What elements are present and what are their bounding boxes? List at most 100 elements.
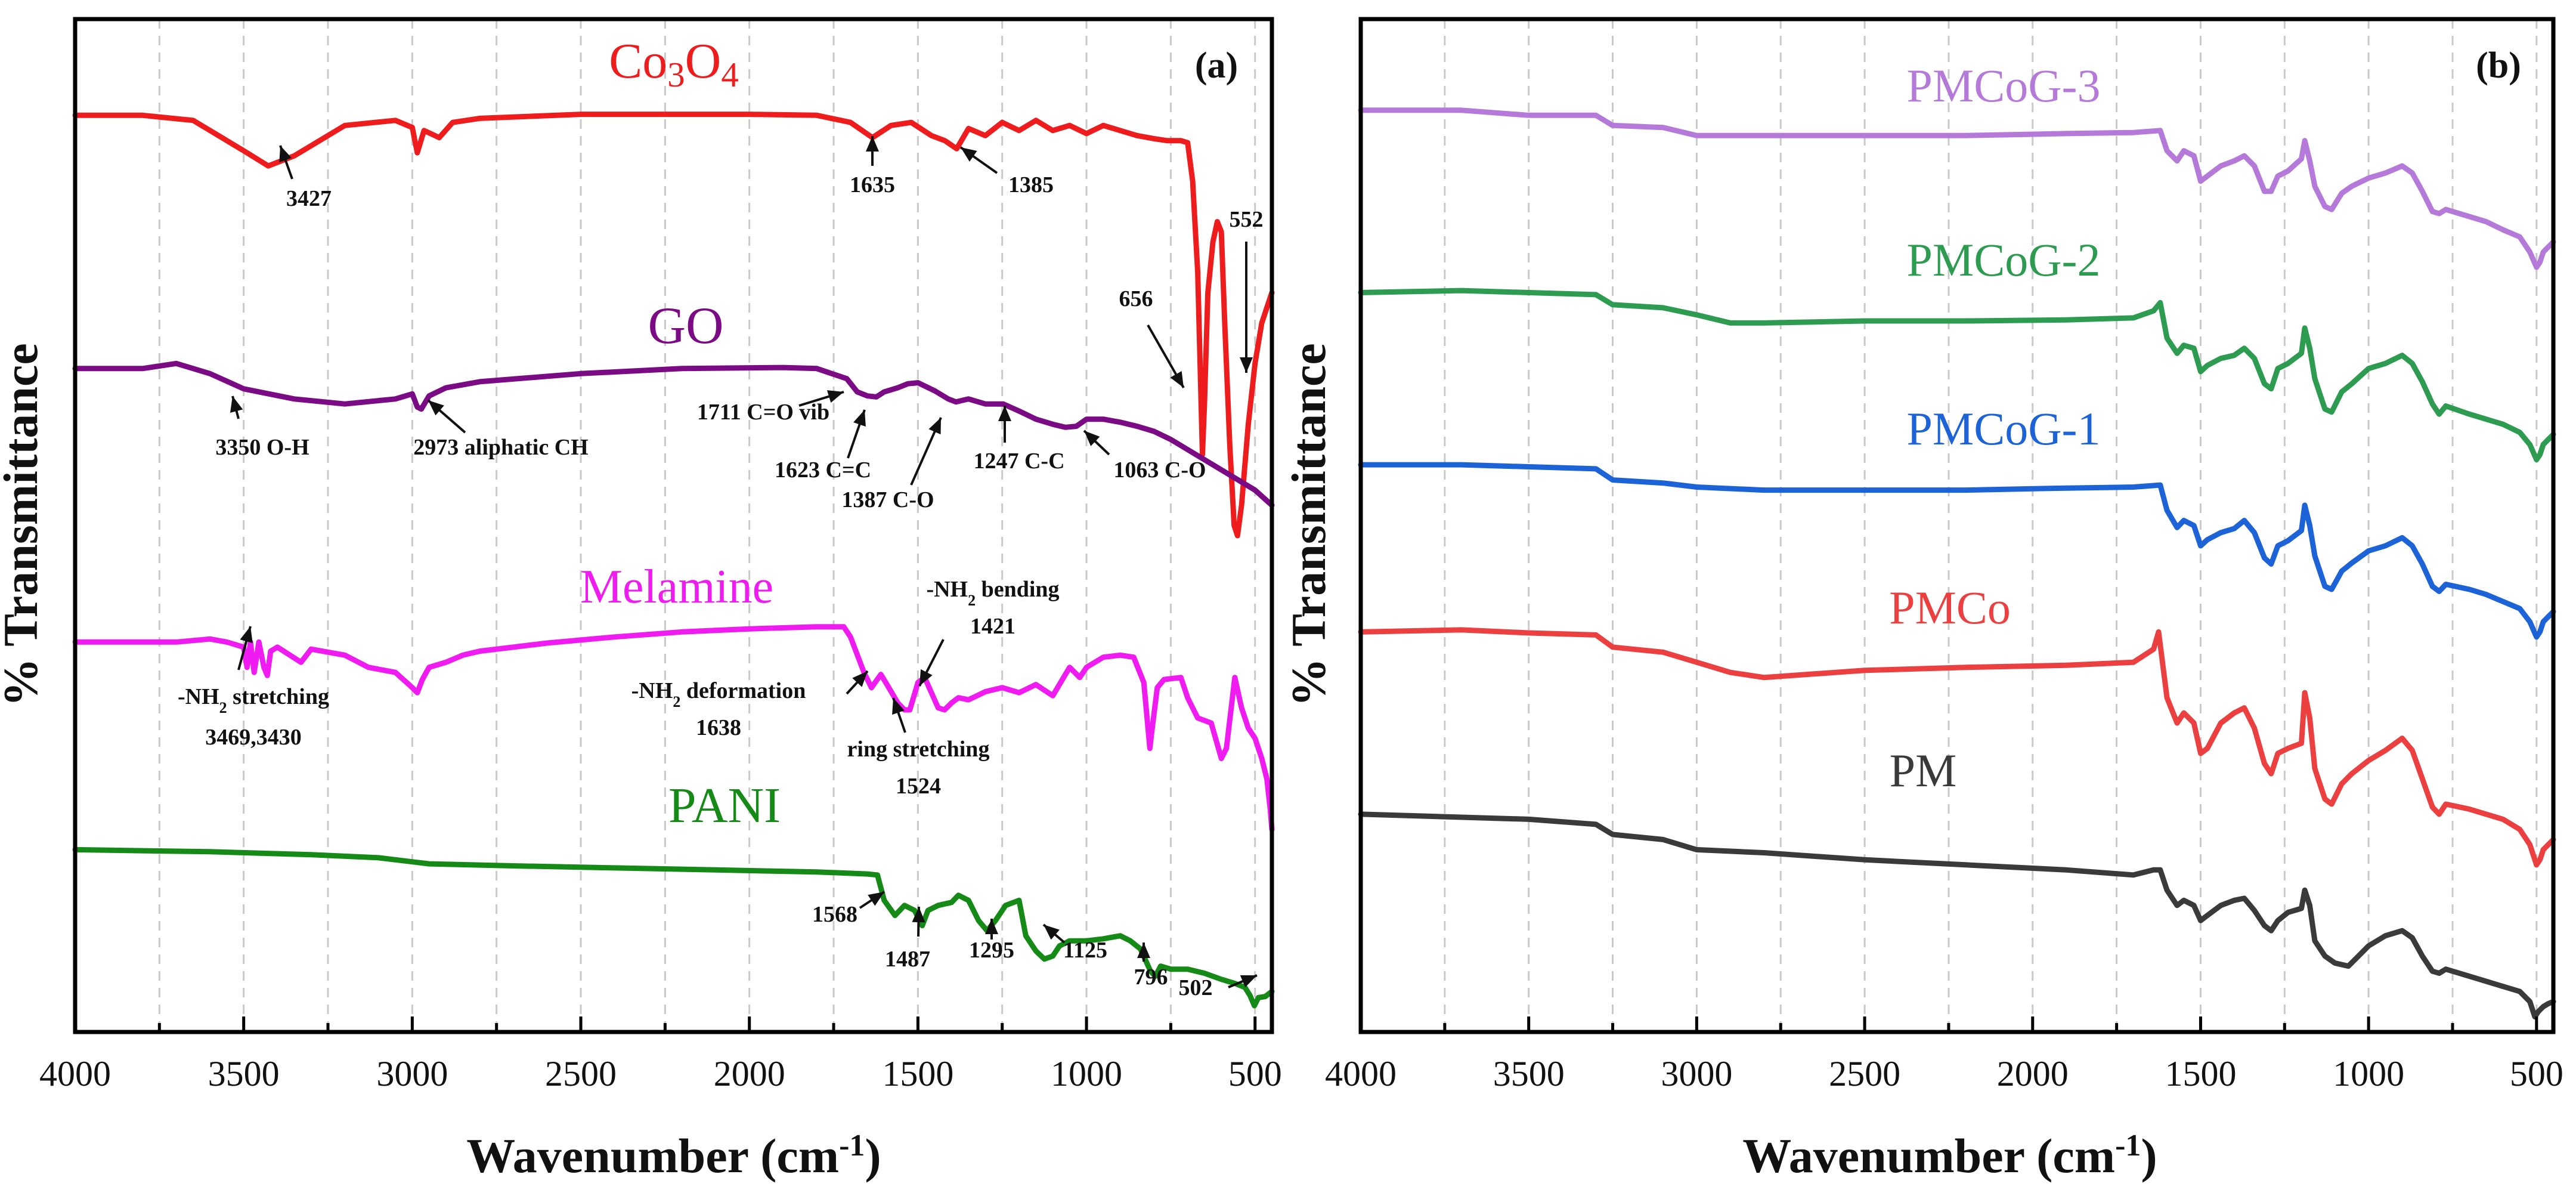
panel-label: (b) [2476,45,2521,86]
annotation-arrowhead [1240,975,1257,988]
annotation-arrowhead [853,410,866,427]
x-tick-label: 500 [1228,1054,1282,1093]
annotation-arrowhead [998,406,1011,421]
x-axis-label-close: ) [2141,1129,2157,1183]
annotation-arrowhead [985,919,998,934]
annotation-arrowhead [1044,925,1060,940]
annotation-label: 2973 aliphatic CH [413,435,588,460]
series-line-melamine [72,624,1275,832]
series-label-part: O [685,33,722,89]
x-tick-label: 1500 [2165,1054,2236,1093]
annotation-label-line2: 1638 [696,715,741,740]
annotation-label: 796 [1134,965,1168,990]
series-label-go: GO [648,297,723,355]
annotation-arrowhead [240,626,253,643]
x-axis-label: Wavenumber (cm-1) [1742,1129,2157,1184]
series-label-co3o4: Co3O4 [609,33,739,94]
series-label-melamine: Melamine [580,561,773,613]
x-axis-label-close: ) [865,1129,881,1183]
annotation-label-line2: 3469,3430 [205,725,302,750]
annotation-label-line2: 1421 [970,614,1015,639]
y-axis-label: % Transmittance [0,343,48,707]
panel-b: PMCoG-3 PMCoG-2 PMCoG-1 PMCo PM 4000 3500 3000 2… [1281,17,2563,1184]
x-tick-label: 4000 [39,1054,111,1093]
x-tick-label: 3000 [1661,1054,1732,1093]
series-label-pani: PANI [668,778,781,833]
annotation-arrowhead [1240,357,1253,373]
series-label-pmcog-3: PMCoG-3 [1906,60,2100,112]
annotation-arrowhead [1084,431,1100,446]
panel-label: (a) [1195,45,1238,86]
series-label-part: Co [609,33,667,89]
plot-frame [73,17,1274,1034]
series-label-pmco: PMCo [1889,582,2011,634]
series-line-pm [1358,811,2556,1019]
annotation-label: 1295 [969,938,1014,963]
x-axis-label: Wavenumber (cm-1) [466,1129,881,1184]
x-tick-label: 3000 [376,1054,448,1093]
x-tick-label: 2500 [545,1054,617,1093]
series-line-pmco [1358,627,2556,868]
x-tick-label: 1000 [2333,1054,2404,1093]
x-tick-label: 3500 [208,1054,280,1093]
annotation-text: -NH [631,678,673,703]
annotation-text: -NH [178,684,219,709]
annotation-label: -NH2 deformation [631,678,806,710]
annotation-label: 3350 O-H [215,435,309,460]
y-axis-label: % Transmittance [1281,343,1336,707]
annotation-arrowhead [279,146,292,163]
annotation-subscript: 2 [673,693,680,710]
x-tick-label: 2500 [1829,1054,1900,1093]
x-ticks: 4000 3500 3000 2500 2000 1500 1000 500 [39,1016,1282,1093]
annotation-text: deformation [680,678,806,703]
series-label-pmcog-2: PMCoG-2 [1906,234,2100,286]
annotation-label: ring stretching [847,737,990,762]
annotation-text: -NH [926,577,968,602]
annotation-label: 3427 [286,186,332,211]
gridlines [158,19,1256,1032]
annotation-label: 656 [1119,286,1153,311]
plot-frame [1358,17,2556,1034]
annotation-subscript: 2 [219,699,227,716]
series-label-pmcog-1: PMCoG-1 [1906,403,2100,455]
x-tick-label: 1000 [1051,1054,1122,1093]
x-tick-label: 3500 [1493,1054,1565,1093]
annotation-label-line2: 1524 [896,774,941,799]
series-line-pmcog-3 [1358,107,2556,270]
annotation-arrowhead [912,907,925,923]
series-line-pmcog-2 [1358,288,2556,463]
annotation-label: 552 [1230,207,1264,232]
x-axis-label-main: Wavenumber (cm [1742,1129,2115,1183]
series-line-co3o4 [72,112,1275,539]
x-tick-label: 2000 [714,1054,785,1093]
annotation-label: -NH2 bending [926,577,1059,609]
x-axis-label-sup: -1 [2115,1129,2141,1163]
series-line-pani [72,846,1275,1009]
gridlines [1444,19,2538,1032]
annotation-label: 1635 [850,172,895,197]
annotation-arrowhead [852,671,868,687]
annotation-label: 1385 [1008,172,1054,197]
x-tick-label: 1500 [882,1054,953,1093]
annotation-arrowhead [1137,943,1150,958]
series-label-pm: PM [1890,744,1957,796]
annotation-text: stretching [227,684,329,709]
x-axis-label-sup: -1 [839,1129,865,1163]
annotation-label: 1063 C-O [1113,458,1206,483]
annotation-label: 1247 C-C [973,449,1064,474]
annotation-arrowhead [892,698,905,715]
annotation-arrowhead [230,396,243,413]
series-line-go [72,360,1275,508]
annotation-label: 1568 [812,902,857,927]
annotation-label: -NH2 stretching [178,684,329,716]
annotation-subscript: 2 [968,592,976,609]
series-line-pmcog-1 [1358,462,2556,640]
annotations: 3427 1635 1385 656 552 3350 O-H 2973 aliphatic… [178,136,1264,1000]
panel-a: Co3O4 GO Melamine PANI 3427 1635 1385 656 552 335… [0,17,1282,1184]
annotation-arrowhead [868,892,884,906]
x-ticks: 4000 3500 3000 2500 2000 1500 1000 500 [1325,1016,2563,1093]
annotation-arrowhead [1170,370,1184,388]
annotation-label: 1623 C=C [775,458,871,483]
x-tick-label: 4000 [1325,1054,1397,1093]
